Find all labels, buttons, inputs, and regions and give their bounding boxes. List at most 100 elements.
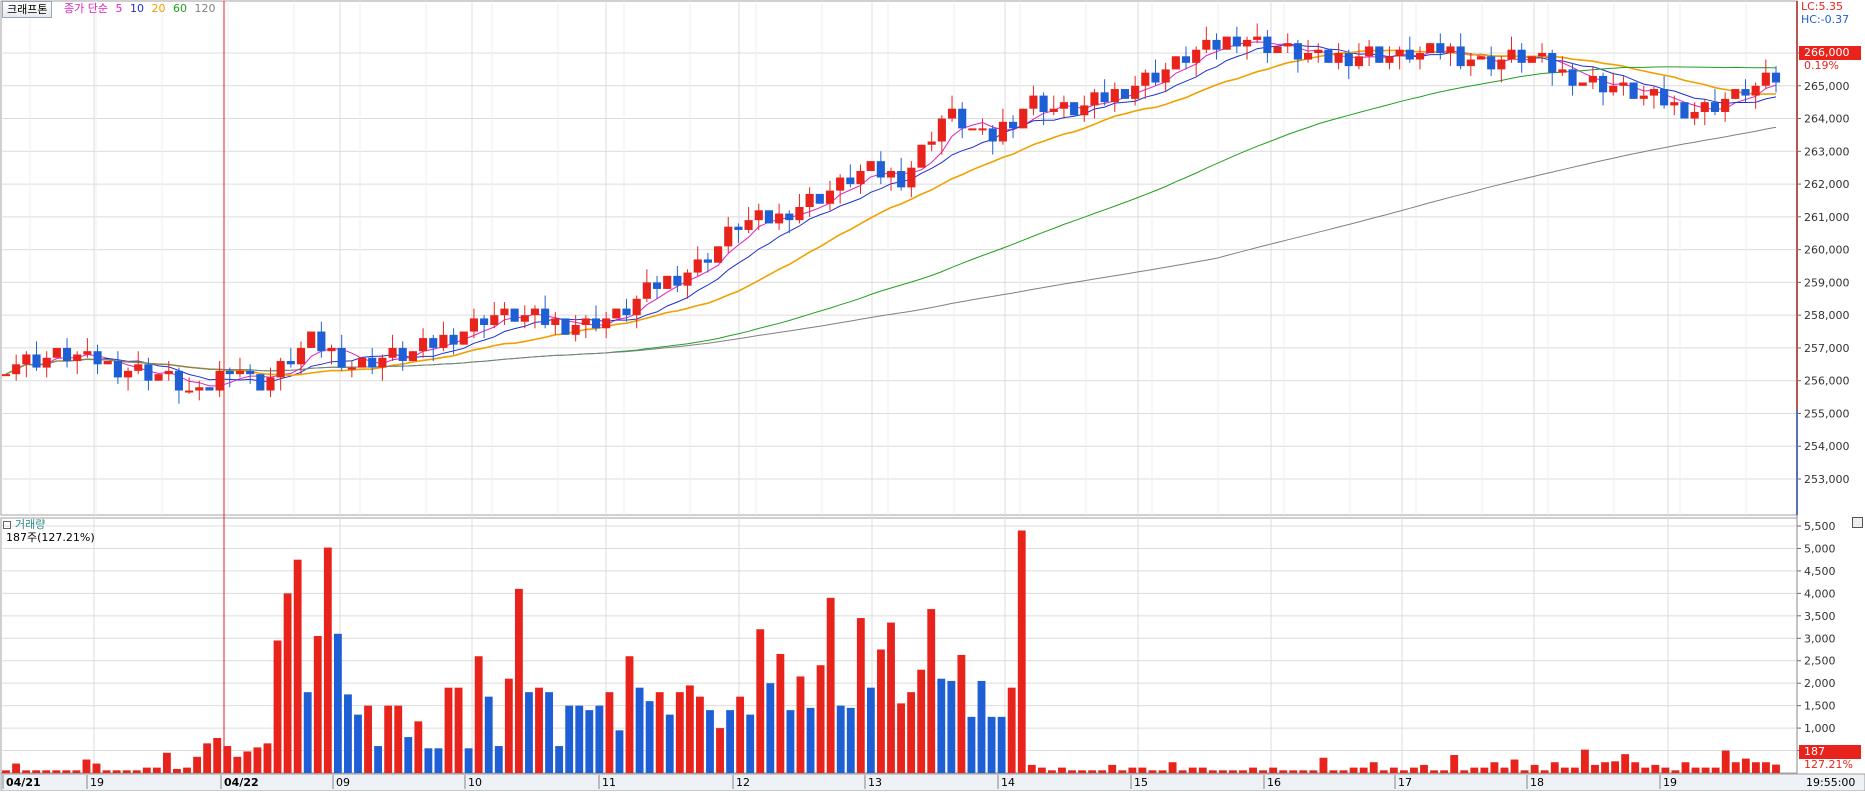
volume-bar — [1420, 764, 1428, 773]
volume-bar — [1490, 762, 1499, 773]
candle-body — [968, 128, 977, 131]
price-tick-label: 256,000 — [1804, 375, 1850, 388]
candle-body — [1131, 85, 1140, 99]
volume-bar — [1651, 764, 1660, 773]
candle-body — [1548, 53, 1557, 73]
volume-bar — [243, 751, 252, 773]
volume-bar — [675, 692, 684, 773]
candle-body — [408, 351, 417, 362]
volume-bar — [1158, 770, 1167, 773]
volume-bar — [1480, 767, 1489, 773]
candle-body — [1639, 95, 1648, 99]
volume-bar — [293, 559, 302, 773]
volume-bar — [585, 710, 594, 773]
volume-bar — [1218, 770, 1227, 773]
stock-name-button[interactable]: 크래프톤 — [2, 1, 53, 18]
volume-bar — [726, 710, 735, 773]
volume-bar — [665, 714, 674, 773]
candle-body — [62, 347, 72, 362]
candle-body — [1741, 89, 1750, 96]
volume-bar — [1631, 762, 1640, 773]
time-label: 19 — [90, 776, 104, 789]
volume-bar — [1138, 767, 1147, 773]
volume-bar — [1530, 764, 1539, 773]
volume-bar — [535, 687, 543, 773]
candle-body — [1527, 56, 1536, 63]
volume-bar — [1661, 767, 1670, 773]
candle-body — [1599, 75, 1608, 93]
candle-body — [1263, 36, 1272, 53]
volume-bar — [887, 622, 895, 773]
volume-bar — [444, 687, 453, 773]
lc-indicator: LC:5.35 — [1801, 0, 1844, 13]
volume-bar — [494, 746, 503, 773]
volume-bar — [947, 680, 956, 773]
candle-body — [1110, 89, 1119, 103]
candle-body — [144, 364, 153, 381]
ma-legend-label: 종가 단순 — [64, 2, 108, 15]
candle-body — [235, 370, 245, 375]
price-tick-label: 254,000 — [1804, 440, 1850, 453]
candle-body — [225, 370, 234, 375]
candle-body — [744, 220, 753, 230]
volume-bar — [806, 707, 815, 773]
candle-body — [1690, 111, 1699, 119]
candle-body — [490, 315, 499, 325]
volume-bar — [866, 687, 875, 773]
volume-bar — [846, 707, 855, 773]
volume-bar — [856, 618, 865, 773]
volume-bar — [1259, 770, 1268, 773]
candle-body — [907, 167, 916, 188]
candle-body — [22, 354, 31, 365]
volume-bar — [1108, 764, 1117, 773]
candle-body — [541, 308, 550, 325]
volume-bar — [1379, 770, 1388, 773]
volume-bar — [1741, 758, 1750, 773]
candle-body — [469, 318, 478, 332]
volume-bar — [1229, 770, 1237, 773]
volume-bar — [82, 759, 91, 773]
panel-maximize-icon[interactable] — [1852, 517, 1863, 528]
volume-bar — [1450, 755, 1459, 773]
volume-bar — [263, 743, 272, 773]
candle-body — [1375, 46, 1384, 63]
candle-body — [1242, 39, 1252, 47]
price-tick-label: 261,000 — [1804, 211, 1850, 224]
volume-bar — [1078, 770, 1087, 773]
volume-bar — [565, 705, 574, 773]
candle-body — [32, 354, 41, 368]
volume-bar — [1460, 770, 1469, 773]
volume-bar — [52, 770, 61, 773]
volume-bar — [967, 716, 976, 773]
candle-body — [93, 351, 102, 365]
candle-body — [1324, 49, 1333, 63]
volume-bar — [605, 692, 614, 773]
volume-bar — [354, 714, 362, 773]
volume-tick-label: 1,500 — [1804, 700, 1836, 713]
volume-bar — [344, 694, 352, 773]
volume-bar — [424, 748, 433, 773]
volume-bar — [333, 633, 342, 773]
panel-toggle-icon[interactable] — [3, 521, 11, 529]
volume-bar — [635, 687, 644, 773]
candle-body — [327, 347, 336, 352]
candle-body — [1517, 49, 1526, 63]
price-tick-label: 263,000 — [1804, 145, 1850, 158]
candle-body — [419, 338, 428, 352]
price-tick-label: 264,000 — [1804, 113, 1850, 126]
candle-body — [388, 347, 397, 358]
candle-body — [734, 226, 743, 230]
candle-body — [134, 364, 143, 371]
price-tick-label: 255,000 — [1804, 407, 1850, 420]
volume-bar — [464, 748, 473, 773]
volume-bar — [685, 685, 694, 773]
candle-body — [286, 361, 295, 365]
volume-bar — [203, 743, 212, 773]
volume-bar — [1118, 770, 1127, 773]
candle-body — [1253, 36, 1262, 40]
volume-bar — [313, 636, 322, 773]
volume-bar — [796, 676, 805, 773]
volume-bar — [1168, 762, 1177, 773]
